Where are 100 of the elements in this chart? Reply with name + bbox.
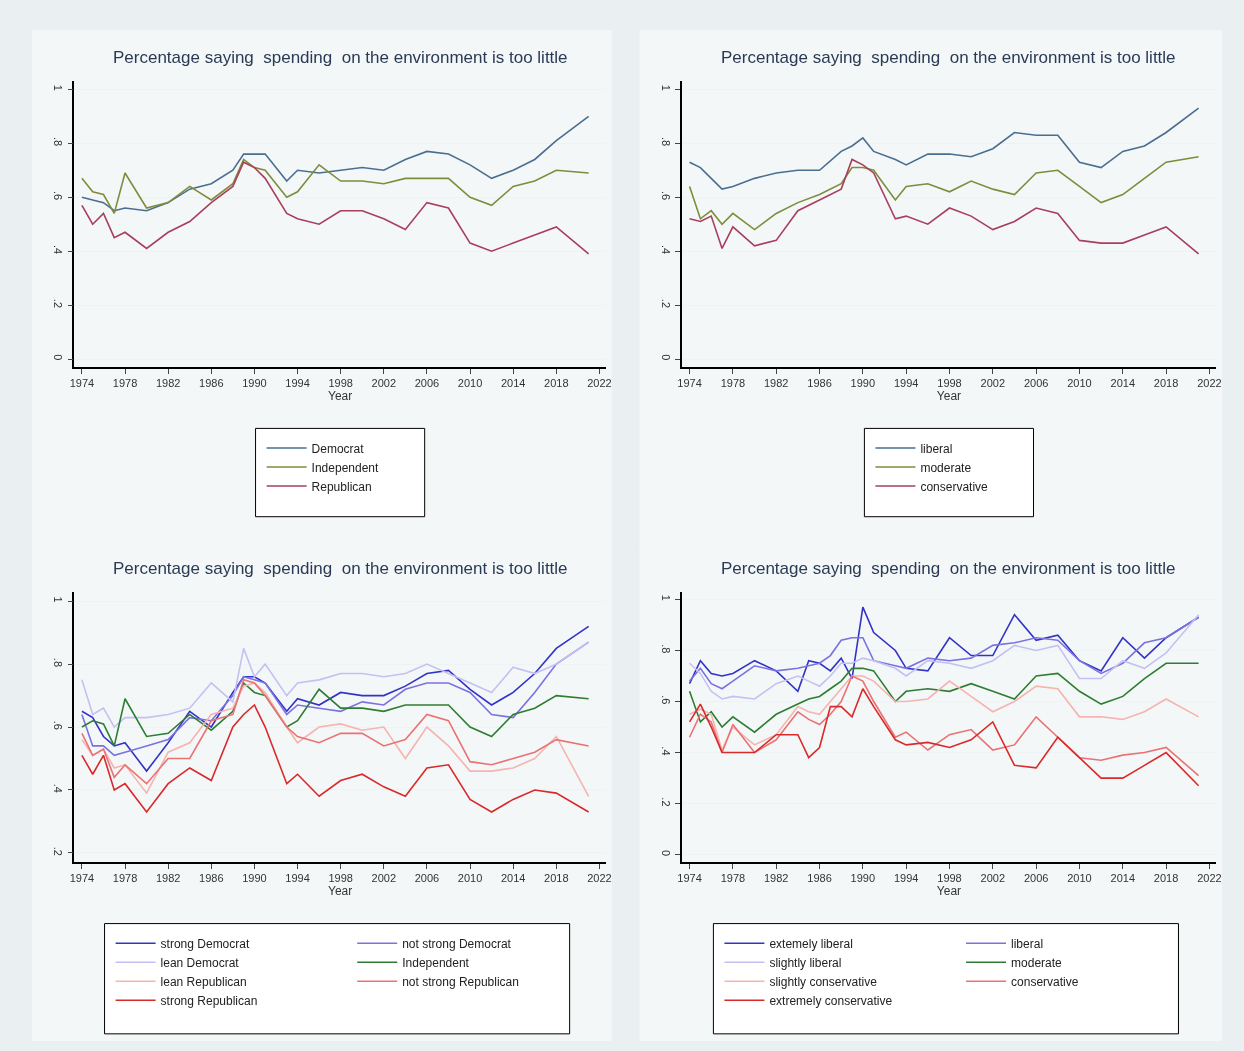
x-tick-label: 1998 (328, 377, 353, 390)
y-tick-label: .2 (52, 298, 65, 309)
y-tick-label: 1 (52, 84, 65, 91)
x-axis-title: Year (327, 884, 353, 899)
y-tick-label: .8 (660, 137, 673, 147)
y-tick-label: .6 (660, 190, 673, 201)
x-tick-label: 2018 (544, 872, 569, 885)
x-tick-label: 1974 (69, 377, 95, 390)
x-tick-label: 2006 (1023, 872, 1049, 885)
x-tick-label: 2010 (457, 377, 483, 390)
y-tick-label: .2 (52, 846, 65, 856)
legend-label: lean Republican (160, 974, 247, 989)
y-tick-label: .4 (660, 244, 673, 255)
x-tick-label: 1978 (112, 377, 138, 390)
x-tick-label: 2022 (1197, 872, 1222, 885)
x-tick-label: 2006 (1023, 377, 1049, 390)
x-tick-label: 2018 (544, 377, 569, 390)
x-tick-label: 1978 (112, 872, 138, 885)
line-series (688, 675, 1200, 751)
x-tick-label: 1974 (69, 872, 95, 885)
y-tick-label: .2 (660, 298, 673, 309)
x-axis-title: Year (327, 389, 353, 404)
line-series (688, 107, 1200, 190)
x-tick-label: 1990 (850, 872, 876, 885)
legend-label: moderate (920, 460, 972, 475)
line-series (81, 682, 590, 747)
y-tick-label: 1 (52, 596, 65, 603)
line-series (81, 158, 590, 215)
legend-label: conservative (1011, 974, 1079, 989)
x-tick-label: 1982 (763, 377, 789, 390)
y-tick-label: .2 (660, 797, 673, 807)
legend-label: conservative (920, 479, 989, 494)
line-series (688, 675, 1200, 777)
x-tick-label: 2002 (371, 377, 397, 390)
line-series (688, 687, 1200, 787)
chart-title: Percentage saying spending on the environment is too little (113, 559, 568, 578)
x-tick-label: 1990 (850, 377, 876, 390)
x-axis-title: Year (936, 884, 962, 899)
legend-label: Republican (311, 479, 372, 494)
x-tick-label: 1990 (242, 377, 267, 390)
x-tick-label: 2010 (1067, 377, 1092, 390)
x-tick-label: 2014 (1110, 872, 1136, 885)
chart-title: Percentage saying spending on the environment is too little (721, 48, 1176, 67)
legend-label: Independent (311, 460, 379, 475)
x-tick-label: 2002 (371, 872, 397, 885)
legend-label: strong Democrat (160, 936, 250, 951)
y-tick-label: .8 (52, 137, 65, 147)
x-tick-label: 2018 (1153, 872, 1179, 885)
legend-label: not strong Democrat (402, 936, 512, 951)
legend-label: liberal (1011, 936, 1044, 951)
x-tick-label: 2006 (414, 377, 440, 390)
legend-label: slightly liberal (769, 955, 842, 970)
x-tick-label: 2010 (1067, 872, 1092, 885)
chart-title: Percentage saying spending on the environment is too little (721, 559, 1176, 578)
x-tick-label: 2022 (1197, 377, 1222, 390)
y-tick-label: .8 (52, 657, 65, 668)
x-tick-label: 1974 (677, 377, 702, 390)
x-tick-label: 1982 (155, 377, 181, 390)
line-series (81, 641, 590, 757)
x-tick-label: 2006 (414, 872, 440, 885)
y-tick-label: .4 (52, 244, 65, 255)
y-tick-label: .6 (660, 695, 673, 705)
line-series (81, 704, 590, 813)
y-tick-label: .4 (52, 783, 65, 793)
legend-label: liberal (920, 441, 953, 456)
x-tick-label: 1986 (807, 377, 832, 390)
x-tick-label: 1974 (677, 872, 702, 885)
x-tick-label: 1978 (720, 872, 746, 885)
line-series (81, 625, 590, 772)
line-series (81, 115, 590, 212)
legend-label: extemely liberal (769, 936, 853, 951)
legend-label: slightly conservative (769, 974, 878, 989)
x-tick-label: 1994 (285, 872, 310, 885)
y-tick-label: .4 (660, 746, 673, 756)
x-tick-label: 2018 (1153, 377, 1179, 390)
x-tick-label: 1982 (763, 872, 789, 885)
line-series (688, 155, 1200, 231)
x-tick-label: 2022 (587, 872, 612, 885)
x-tick-label: 2022 (587, 377, 612, 390)
x-tick-label: 2014 (500, 872, 526, 885)
y-tick-label: 1 (660, 594, 673, 601)
y-tick-label: 1 (660, 84, 673, 91)
x-tick-label: 1986 (199, 872, 224, 885)
x-tick-label: 1986 (199, 377, 224, 390)
line-series (81, 641, 590, 728)
legend-label: lean Democrat (160, 955, 240, 970)
line-series (688, 662, 1200, 733)
chart-title: Percentage saying spending on the environment is too little (113, 48, 568, 67)
legend-label: Democrat (311, 441, 365, 456)
line-series (81, 161, 590, 255)
x-tick-label: 1994 (893, 377, 919, 390)
y-tick-label: 0 (660, 354, 673, 361)
x-tick-label: 2002 (980, 872, 1006, 885)
y-tick-label: 0 (52, 354, 65, 361)
line-series (688, 158, 1200, 255)
x-tick-label: 1998 (937, 872, 962, 885)
legend-label: Independent (402, 955, 470, 970)
y-tick-label: .6 (52, 720, 65, 730)
x-tick-label: 1994 (285, 377, 310, 390)
legend-label: moderate (1011, 955, 1063, 970)
